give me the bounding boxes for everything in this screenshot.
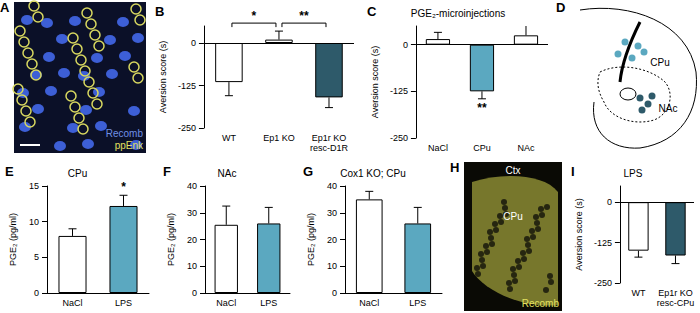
svg-text:CPu: CPu: [68, 168, 87, 179]
svg-text:PGE₂ (pg/ml): PGE₂ (pg/ml): [8, 213, 18, 266]
svg-text:**: **: [299, 9, 309, 23]
svg-text:0: 0: [607, 197, 612, 207]
svg-text:*: *: [121, 180, 126, 194]
svg-text:40: 40: [327, 181, 337, 191]
svg-text:Ep1r KO: Ep1r KO: [312, 133, 347, 143]
svg-text:PGE₂ (pg/ml): PGE₂ (pg/ml): [306, 213, 316, 266]
svg-text:LPS: LPS: [115, 298, 132, 308]
svg-text:NaCl: NaCl: [216, 298, 236, 308]
svg-text:-125: -125: [390, 86, 408, 96]
svg-text:Aversion score (s): Aversion score (s): [158, 41, 168, 113]
svg-text:CPu: CPu: [650, 57, 669, 68]
svg-text:-250: -250: [178, 123, 196, 133]
svg-text:I: I: [571, 164, 575, 179]
svg-text:WT: WT: [631, 288, 645, 298]
html-text:D: D: [556, 0, 566, 15]
svg-text:10: 10: [187, 261, 197, 271]
svg-text:Aversion score (s): Aversion score (s): [370, 46, 380, 118]
svg-text:40: 40: [187, 181, 197, 191]
svg-text:NaCl: NaCl: [359, 298, 379, 308]
svg-text:B: B: [155, 4, 164, 19]
svg-text:resc-D1R: resc-D1R: [310, 143, 349, 153]
svg-text:5: 5: [34, 252, 39, 262]
svg-text:PGE₂ (pg/ml): PGE₂ (pg/ml): [166, 213, 176, 266]
svg-text:-125: -125: [594, 238, 612, 248]
svg-text:Cox1 KO; CPu: Cox1 KO; CPu: [340, 168, 406, 179]
svg-text:0: 0: [332, 288, 337, 298]
svg-text:Ep1r KO: Ep1r KO: [658, 288, 693, 298]
svg-text:-250: -250: [594, 278, 612, 288]
svg-text:PGE₂-microinjections: PGE₂-microinjections: [411, 8, 505, 19]
svg-text:NAc: NAc: [517, 143, 535, 153]
svg-text:Ctx: Ctx: [506, 165, 521, 176]
svg-text:LPS: LPS: [624, 168, 643, 179]
svg-text:Recomb: Recomb: [522, 298, 560, 309]
svg-text:**: **: [477, 101, 487, 115]
svg-text:0: 0: [191, 38, 196, 48]
svg-text:LPS: LPS: [260, 298, 277, 308]
svg-text:LPS: LPS: [409, 298, 426, 308]
svg-text:0: 0: [34, 288, 39, 298]
svg-text:WT: WT: [222, 133, 236, 143]
svg-text:-250: -250: [390, 133, 408, 143]
svg-text:0: 0: [192, 288, 197, 298]
svg-text:10: 10: [29, 217, 39, 227]
svg-text:Aversion score (s): Aversion score (s): [574, 198, 584, 270]
svg-text:C: C: [367, 4, 377, 19]
svg-text:NAc: NAc: [218, 168, 237, 179]
svg-text:E: E: [5, 164, 14, 179]
svg-text:20: 20: [327, 235, 337, 245]
svg-text:Ep1 KO: Ep1 KO: [263, 133, 295, 143]
html-text:A: A: [0, 0, 10, 15]
svg-text:CPu: CPu: [473, 143, 491, 153]
svg-text:Recomb: Recomb: [106, 128, 144, 139]
svg-text:15: 15: [29, 181, 39, 191]
svg-text:G: G: [303, 164, 313, 179]
svg-text:CPu: CPu: [503, 211, 522, 222]
svg-text:30: 30: [187, 208, 197, 218]
svg-text:NaCl: NaCl: [428, 143, 448, 153]
svg-text:30: 30: [327, 208, 337, 218]
svg-text:F: F: [163, 164, 171, 179]
svg-text:20: 20: [187, 235, 197, 245]
svg-text:-125: -125: [178, 81, 196, 91]
svg-text:0: 0: [403, 40, 408, 50]
svg-text:NAc: NAc: [659, 103, 678, 114]
svg-text:10: 10: [327, 261, 337, 271]
svg-text:ppEnk: ppEnk: [115, 140, 144, 151]
html-text:H: H: [450, 160, 460, 175]
svg-text:*: *: [252, 9, 257, 23]
svg-text:resc-CPu: resc-CPu: [657, 298, 695, 308]
svg-text:NaCl: NaCl: [62, 298, 82, 308]
